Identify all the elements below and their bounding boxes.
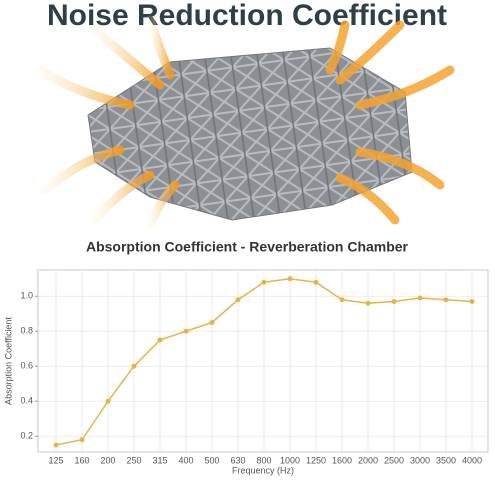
page-title: Noise Reduction Coefficient: [47, 0, 447, 32]
data-point: [79, 437, 85, 443]
x-tick-label: 3500: [436, 455, 456, 465]
y-tick-label: 0.2: [20, 431, 33, 441]
x-tick-label: 500: [204, 455, 219, 465]
y-tick-label: 1.0: [20, 291, 33, 301]
x-tick-label: 125: [48, 455, 63, 465]
y-tick-label: 0.4: [20, 396, 33, 406]
x-tick-label: 630: [230, 455, 245, 465]
data-point: [417, 295, 423, 301]
data-point: [261, 279, 267, 285]
data-point: [183, 328, 189, 334]
x-tick-label: 315: [152, 455, 167, 465]
chart-title: Absorption Coefficient - Reverberation C…: [86, 239, 409, 255]
data-point: [443, 297, 449, 303]
illustration: [35, 15, 455, 230]
x-tick-label: 1250: [306, 455, 326, 465]
y-tick-label: 0.8: [20, 326, 33, 336]
data-point: [157, 337, 163, 343]
x-tick-label: 2000: [358, 455, 378, 465]
data-point: [339, 297, 345, 303]
x-tick-label: 1600: [332, 455, 352, 465]
y-axis-label: Absorption Coefficient: [3, 317, 13, 405]
data-point: [53, 442, 59, 448]
plot-frame: [37, 269, 489, 453]
data-point: [391, 299, 397, 304]
x-tick-label: 250: [126, 455, 141, 465]
data-point: [235, 297, 241, 303]
x-tick-label: 400: [178, 455, 193, 465]
data-point: [131, 363, 137, 369]
data-point: [313, 279, 319, 285]
x-tick-label: 160: [74, 455, 89, 465]
y-tick-label: 0.6: [20, 361, 33, 371]
data-point: [469, 299, 475, 304]
x-tick-label: 4000: [462, 455, 482, 465]
x-tick-label: 1000: [280, 455, 300, 465]
x-tick-label: 800: [256, 455, 271, 465]
data-point: [287, 276, 293, 282]
x-axis-label: Frequency (Hz): [232, 465, 294, 475]
data-point: [365, 300, 371, 306]
x-tick-label: 200: [100, 455, 115, 465]
x-tick-label: 3000: [410, 455, 430, 465]
data-point: [105, 398, 111, 404]
data-point: [209, 320, 215, 325]
x-tick-label: 2500: [384, 455, 404, 465]
